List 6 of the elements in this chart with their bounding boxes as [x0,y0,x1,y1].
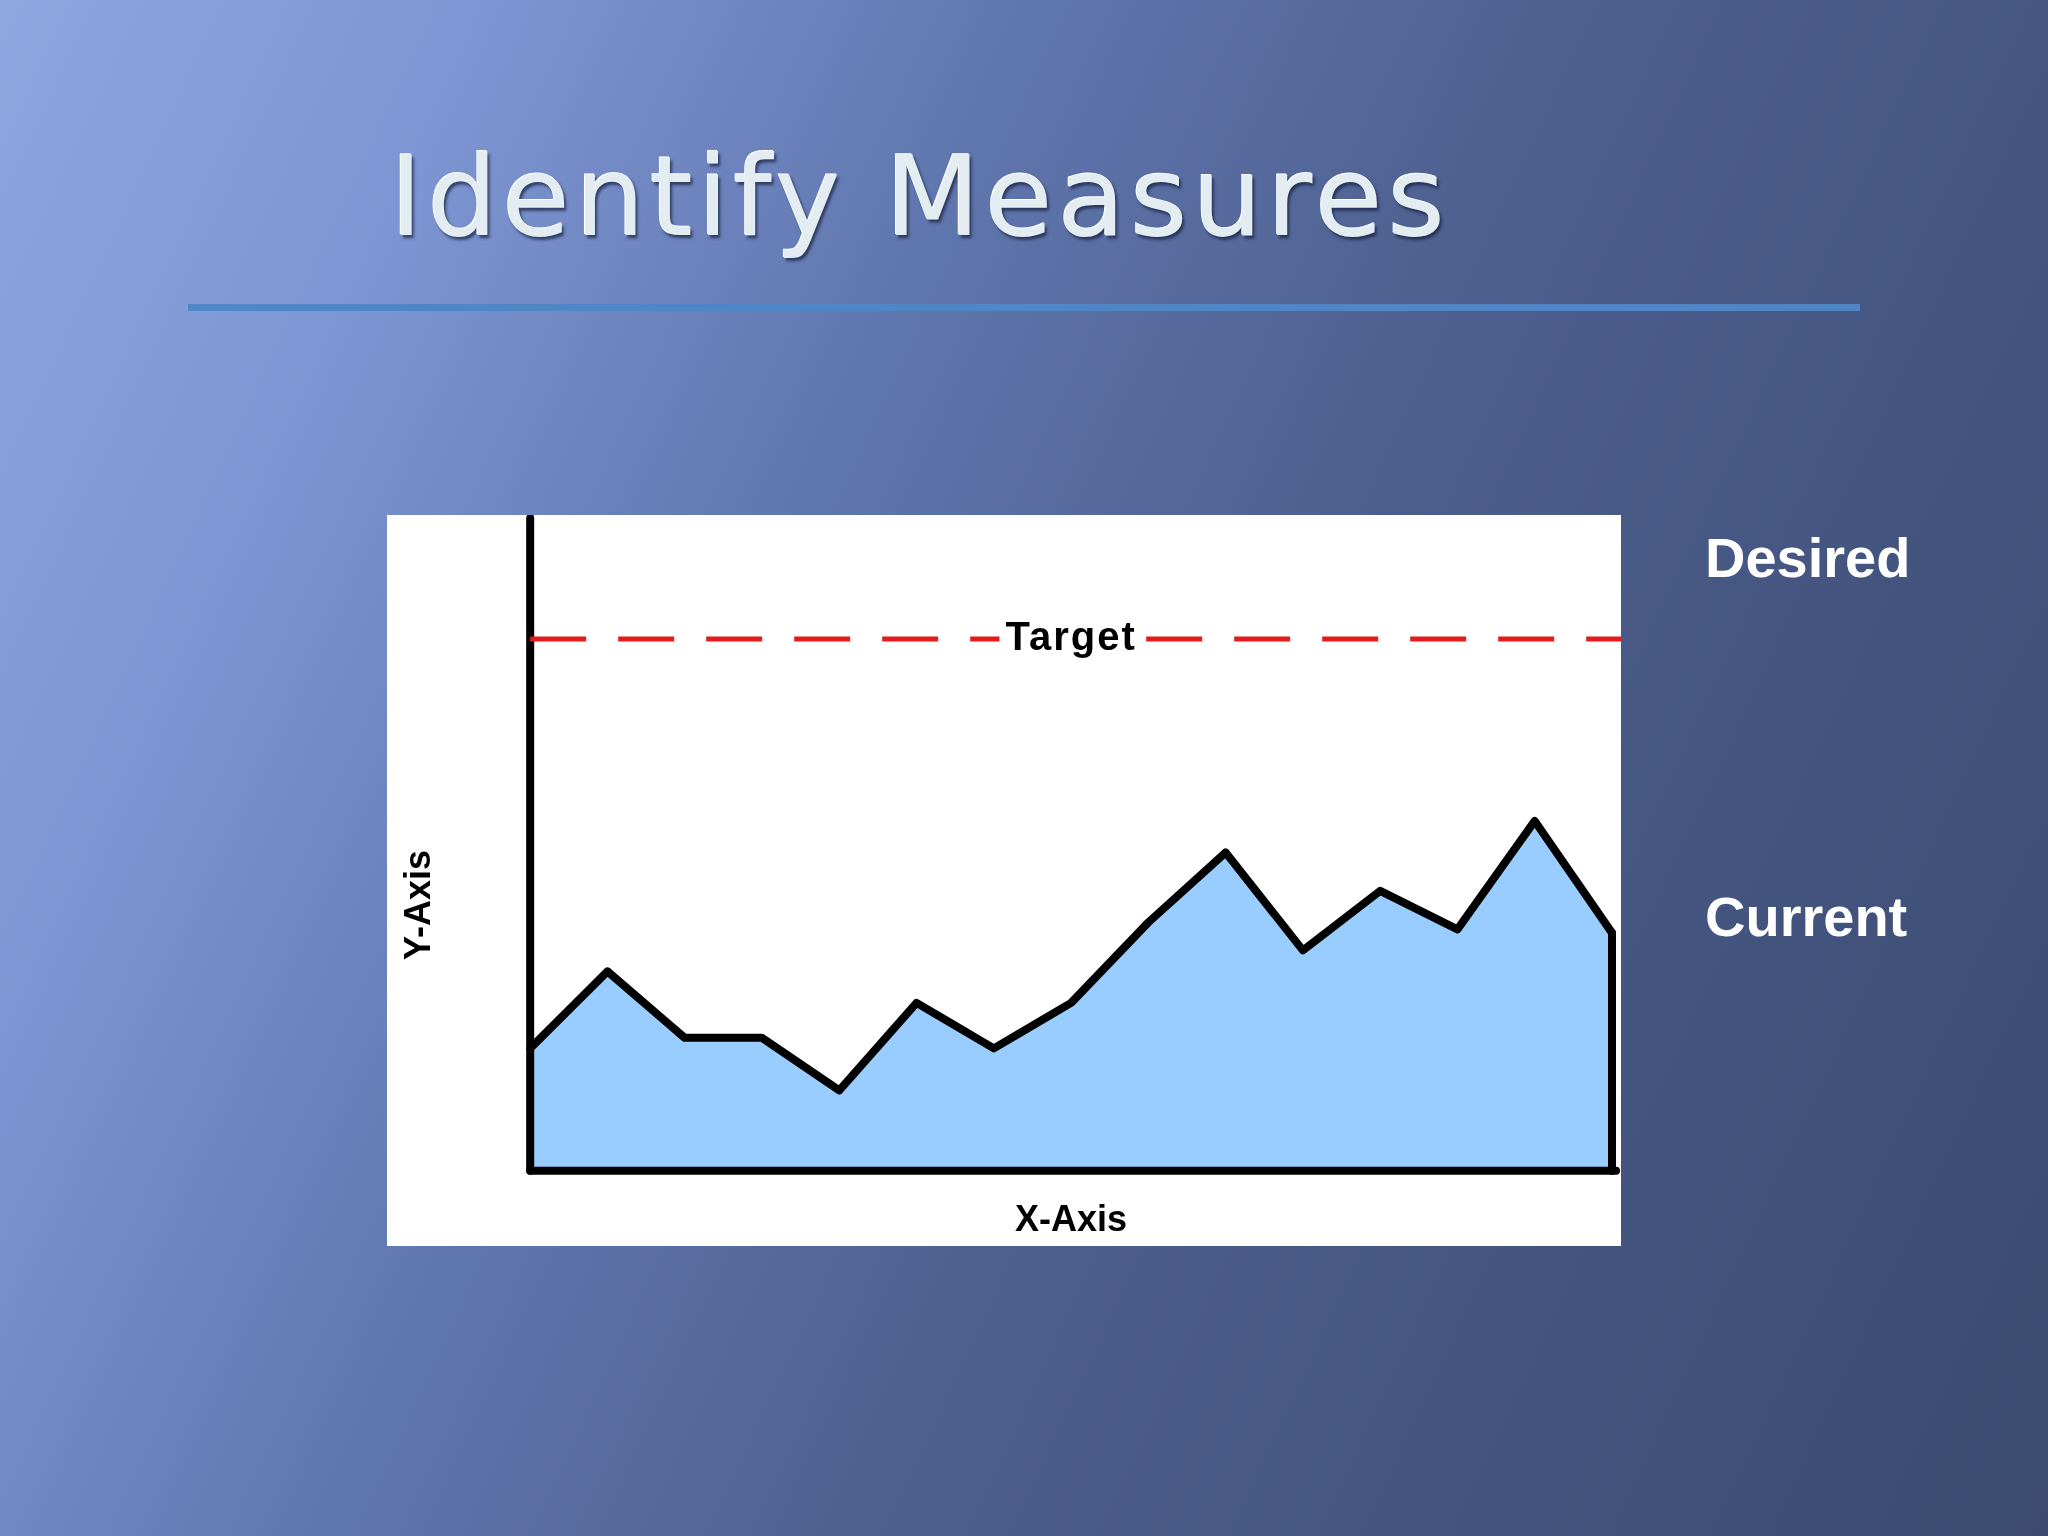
y-axis-title: Y-Axis [396,849,438,960]
text: Current [1705,885,1908,948]
x-axis-title: X-Axis [1015,1198,1128,1240]
text: Desired [1705,526,1911,589]
ref-line-label: Target [1005,614,1137,659]
chart-title: Identify Measures [390,133,1451,261]
